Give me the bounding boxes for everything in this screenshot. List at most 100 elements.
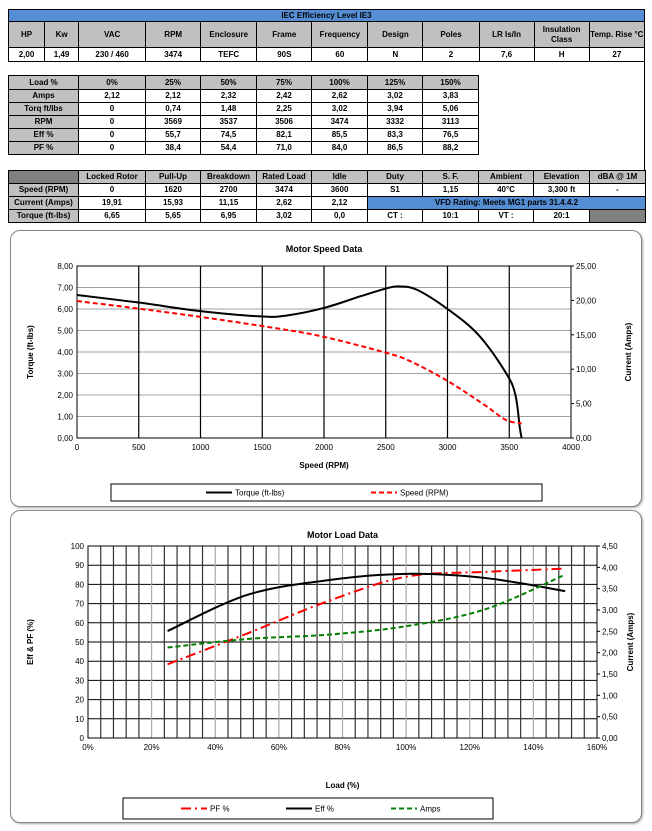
frame-line (644, 62, 645, 170)
x-tick-label: 60% (271, 743, 287, 752)
spec-value: 2,00 (7, 47, 46, 62)
row-label: Torq ft/lbs (8, 102, 79, 116)
y-tick-label: 0 (80, 734, 85, 743)
spec-header: Insulation Class (533, 21, 590, 48)
cell: 3,02 (311, 102, 368, 116)
legend-label: Eff % (315, 805, 334, 814)
y-tick-label: 100 (71, 542, 85, 551)
legend-label: PF % (210, 805, 230, 814)
cell: 40°C (478, 183, 534, 197)
x-axis-label: Speed (RPM) (299, 461, 349, 470)
load-header: 25% (145, 75, 201, 90)
y-tick-label: 2,00 (57, 391, 73, 400)
row-label: Speed (RPM) (8, 183, 79, 197)
perf-header: Elevation (533, 170, 590, 184)
y-tick-label: 4,00 (57, 348, 73, 357)
y2-tick-label: 3,50 (602, 585, 618, 594)
perf-header: Idle (311, 170, 368, 184)
x-tick-label: 2500 (377, 443, 395, 452)
y2-tick-label: 4,00 (602, 563, 618, 572)
cell: 38,4 (145, 141, 201, 155)
cell: 0,74 (145, 102, 201, 116)
spec-value: 230 / 460 (78, 47, 147, 62)
y-tick-label: 20 (75, 696, 84, 705)
row-label: Eff % (8, 128, 79, 142)
spec-value: 2 (422, 47, 480, 62)
cell: VT : (478, 209, 534, 223)
y2-tick-label: 10,00 (576, 365, 597, 374)
y-axis-label: Torque (ft-lbs) (26, 325, 35, 379)
spec-value: N (367, 47, 424, 62)
x-tick-label: 0 (75, 443, 80, 452)
y-tick-label: 40 (75, 657, 84, 666)
vfd-rating: VFD Rating: Meets MG1 parts 31.4.4.2 (367, 196, 646, 210)
spec-value: 7,6 (478, 47, 535, 62)
x-tick-label: 160% (587, 743, 607, 752)
spec-value: 60 (311, 47, 369, 62)
cell: 3113 (422, 115, 479, 129)
y2-tick-label: 3,00 (602, 606, 618, 615)
y2-tick-label: 1,00 (602, 691, 618, 700)
x-tick-label: 40% (207, 743, 223, 752)
x-tick-label: 140% (523, 743, 543, 752)
spec-header: Frame (256, 21, 313, 48)
cell: 19,91 (78, 196, 146, 210)
specs-table: IEC Efficiency Level IE3 HP Kw VAC RPM Enclos… (7, 9, 646, 62)
cell: 5,06 (422, 102, 479, 116)
load-chart-panel: 0 10 20 30 40 50 60 70 80 90 100 0% 20% 40% 60% 80% 100%… (10, 510, 642, 823)
y-tick-label: 8,00 (57, 262, 73, 271)
table-row: RPM 0 3569 3537 3506 3474 3332 3113 (8, 115, 479, 129)
empty-cell (589, 209, 646, 223)
cell: 2,25 (256, 102, 312, 116)
cell: 85,5 (311, 128, 368, 142)
row-label: PF % (8, 141, 79, 155)
cell: 76,5 (422, 128, 479, 142)
chart-title: Motor Speed Data (286, 244, 364, 254)
load-header: 50% (200, 75, 257, 90)
cell: 15,93 (145, 196, 201, 210)
y2-tick-label: 0,00 (602, 734, 618, 743)
y-tick-label: 0,00 (57, 434, 73, 443)
x-tick-label: 4000 (562, 443, 580, 452)
y-tick-label: 90 (75, 561, 84, 570)
y-tick-label: 1,00 (57, 413, 73, 422)
cell: 55,7 (145, 128, 201, 142)
spec-header: Design (367, 21, 424, 48)
x-tick-label: 3500 (500, 443, 518, 452)
spec-value: 1,49 (44, 47, 80, 62)
y-tick-label: 30 (75, 676, 84, 685)
table-row: PF % 0 38,4 54,4 71,0 84,0 86,5 88,2 (8, 141, 479, 155)
y2-tick-label: 0,00 (576, 434, 592, 443)
cell: 3600 (311, 183, 368, 197)
plot-area (76, 265, 572, 439)
y-tick-label: 3,00 (57, 370, 73, 379)
cell: 3474 (256, 183, 312, 197)
load-header: 75% (256, 75, 312, 90)
y-tick-label: 10 (75, 715, 84, 724)
cell: 3474 (311, 115, 368, 129)
spec-value: 3474 (145, 47, 202, 62)
cell: 0 (78, 128, 146, 142)
x-tick-label: 20% (144, 743, 160, 752)
cell: 84,0 (311, 141, 368, 155)
series-line-0 (167, 567, 566, 666)
y-tick-label: 6,00 (57, 305, 73, 314)
cell: 3,02 (367, 89, 423, 103)
cell: 2700 (200, 183, 257, 197)
cell: 2,12 (311, 196, 368, 210)
y-tick-label: 60 (75, 619, 84, 628)
chart-title: Motor Load Data (307, 530, 379, 540)
cell: 3,02 (256, 209, 312, 223)
x-tick-label: 3000 (439, 443, 457, 452)
perf-header (8, 170, 79, 184)
cell: 2,42 (256, 89, 312, 103)
cell: 2,62 (256, 196, 312, 210)
y-tick-label: 7,00 (57, 284, 73, 293)
row-label: Amps (8, 89, 79, 103)
perf-header: Locked Rotor (78, 170, 146, 184)
cell: 3569 (145, 115, 201, 129)
cell: 88,2 (422, 141, 479, 155)
x-tick-label: 100% (396, 743, 416, 752)
speed-chart-panel: 0,00 1,00 2,00 3,00 4,00 5,00 6,00 7,00 8,00 0 500… (10, 230, 642, 507)
